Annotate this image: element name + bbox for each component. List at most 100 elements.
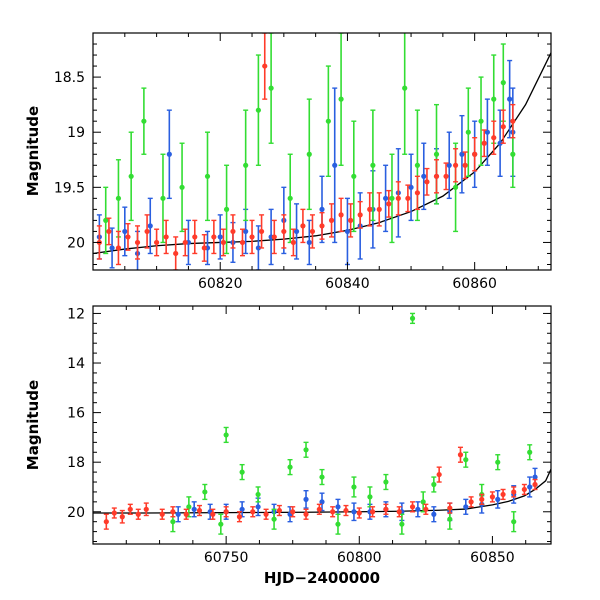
top-point (386, 189, 392, 218)
top-marker (383, 195, 389, 201)
top-marker (376, 206, 382, 212)
top-point (262, 33, 268, 100)
bottom-point (276, 504, 282, 517)
bottom-marker (457, 452, 464, 458)
top-marker (154, 239, 160, 246)
bottom-marker (143, 506, 149, 512)
bottom-y-tick-label: 20 (67, 505, 85, 521)
top-marker (128, 173, 134, 179)
bottom-marker (489, 494, 496, 500)
bottom-point (431, 506, 437, 523)
bottom-marker (495, 496, 501, 502)
top-marker (319, 223, 325, 229)
bottom-marker (415, 506, 421, 512)
top-point (344, 197, 351, 266)
bottom-point (287, 459, 293, 476)
bottom-point (495, 489, 501, 509)
top-marker (338, 96, 344, 102)
bottom-point (263, 508, 269, 520)
top-marker (443, 173, 449, 179)
bottom-point (415, 501, 421, 518)
bottom-point (527, 476, 533, 498)
top-point (395, 181, 401, 216)
bottom-point (236, 511, 243, 523)
top-marker (348, 217, 354, 223)
bottom-marker (271, 516, 277, 522)
top-point (338, 33, 344, 166)
top-marker (211, 234, 217, 240)
bottom-marker (431, 481, 437, 488)
top-marker (271, 234, 277, 240)
bottom-point (423, 503, 429, 515)
bottom-x-tick-label: 60800 (337, 550, 382, 566)
top-point (500, 109, 506, 144)
top-marker (446, 162, 452, 168)
bottom-point (127, 503, 133, 515)
bottom-marker (202, 489, 208, 495)
bottom-point (210, 508, 216, 520)
top-marker (402, 85, 408, 91)
bottom-marker (420, 499, 426, 505)
top-point (160, 153, 166, 244)
top-point (338, 197, 344, 233)
bottom-point (170, 506, 176, 518)
top-point (106, 217, 112, 246)
top-marker (478, 118, 484, 124)
bottom-point (436, 466, 442, 483)
bottom-point (159, 508, 165, 520)
bottom-point (431, 476, 437, 493)
top-point (306, 219, 312, 266)
top-point (357, 200, 363, 229)
bottom-point (489, 491, 496, 503)
top-point (144, 214, 150, 249)
top-y-tick-label: 20 (67, 235, 85, 251)
top-marker (166, 151, 172, 157)
top-marker (472, 151, 478, 157)
bottom-point (218, 513, 224, 535)
top-marker (510, 151, 516, 157)
top-point (128, 131, 134, 222)
top-point (281, 214, 287, 249)
top-point (115, 159, 122, 238)
bottom-point (409, 312, 416, 325)
bottom-panel: 60750 60800 60850 12 14 16 18 20 Magnitude HJD−… (24, 305, 552, 587)
bottom-x-axis-label: HJD−2400000 (264, 569, 380, 587)
top-marker (367, 206, 373, 212)
top-point (173, 236, 179, 270)
top-marker (452, 162, 459, 168)
top-marker (243, 162, 249, 168)
top-point (258, 214, 265, 249)
bottom-marker (236, 514, 243, 520)
bottom-model-curve-layer (93, 468, 551, 514)
bottom-point (369, 506, 376, 518)
top-marker (103, 217, 109, 223)
top-marker (255, 245, 261, 251)
top-marker (405, 195, 411, 201)
top-point (414, 175, 421, 211)
top-marker (507, 96, 513, 102)
bottom-marker (287, 464, 293, 470)
top-point (290, 228, 296, 257)
bottom-marker (383, 506, 389, 512)
top-point (268, 33, 274, 144)
bottom-marker (511, 489, 517, 495)
top-marker (433, 173, 440, 179)
top-marker (510, 118, 516, 124)
top-point (351, 120, 357, 233)
top-point (163, 219, 169, 255)
top-marker (459, 151, 465, 157)
bottom-point (420, 491, 426, 513)
bottom-marker (263, 511, 269, 517)
bottom-point (383, 503, 389, 515)
bottom-x-tick-label: 60750 (204, 550, 249, 566)
top-marker (281, 228, 287, 235)
bottom-point (457, 446, 464, 463)
bottom-point (239, 463, 245, 481)
top-marker (243, 228, 249, 235)
top-point (122, 206, 128, 257)
bottom-point (287, 506, 293, 523)
top-point (465, 87, 471, 178)
bottom-point (191, 501, 197, 518)
bottom-marker (255, 504, 261, 510)
bottom-point (532, 478, 538, 491)
